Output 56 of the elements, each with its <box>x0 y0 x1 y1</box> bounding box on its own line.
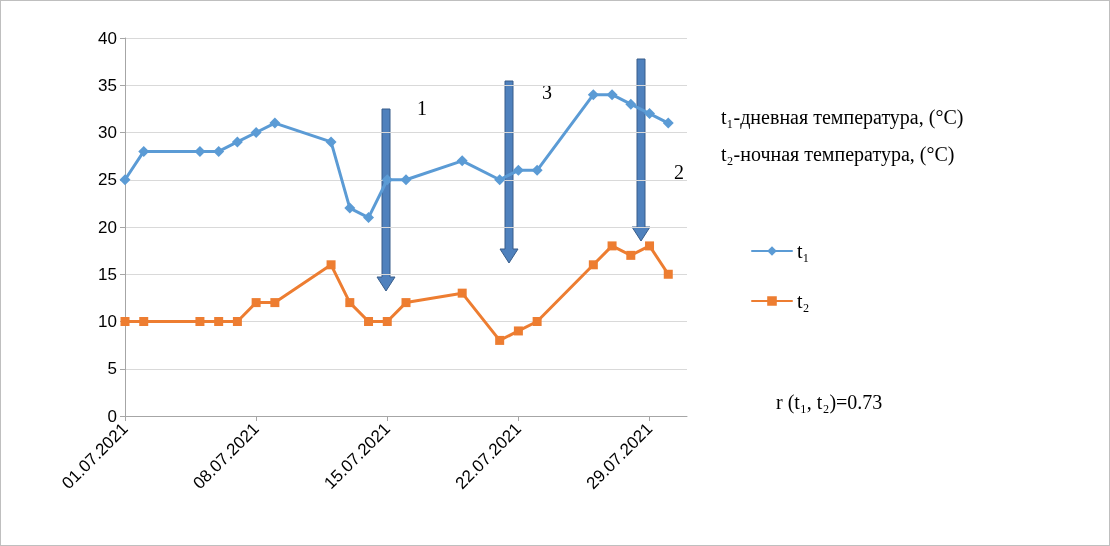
point <box>232 317 242 326</box>
legend-label: t₂ <box>797 290 810 312</box>
point <box>625 98 637 110</box>
point <box>251 298 261 308</box>
y-tick-label: 20 <box>98 217 117 237</box>
y-tick-label: 10 <box>98 312 117 331</box>
point <box>456 155 468 167</box>
y-tick-label: 0 <box>107 406 117 426</box>
point <box>401 298 411 308</box>
point <box>139 317 149 326</box>
point <box>326 260 336 270</box>
legend-label: t₁ <box>797 240 810 262</box>
y-tick-label: 40 <box>98 28 117 48</box>
point <box>120 317 130 326</box>
point <box>270 298 280 308</box>
y-tick-label: 35 <box>98 75 117 95</box>
point <box>250 127 262 138</box>
point <box>645 241 655 251</box>
point <box>513 326 523 336</box>
point <box>531 164 543 176</box>
y-tick-label: 15 <box>98 264 117 284</box>
point <box>231 136 243 148</box>
point <box>662 117 674 129</box>
point <box>607 241 617 251</box>
point <box>381 174 393 186</box>
y-tick-label: 25 <box>98 170 117 190</box>
annotation: 2 <box>674 161 684 184</box>
point <box>400 174 412 186</box>
point <box>364 317 374 326</box>
point <box>195 317 205 326</box>
point <box>663 269 673 279</box>
text: r (t₁, t₂)=0.73 <box>776 391 883 414</box>
point <box>457 288 467 298</box>
point <box>588 260 598 270</box>
point <box>119 174 131 186</box>
text: t₂-ночная температура, (°C) <box>721 143 955 166</box>
point <box>325 136 337 148</box>
point <box>495 335 505 345</box>
y-tick-label: 5 <box>107 359 117 379</box>
point <box>214 317 224 326</box>
point <box>269 117 281 129</box>
point <box>626 250 636 260</box>
point <box>344 202 356 214</box>
annotation: 1 <box>417 97 427 120</box>
text: t₁-дневная температура, (°C) <box>721 106 964 129</box>
y-tick-label: 30 <box>98 123 117 142</box>
point <box>606 89 618 101</box>
point <box>363 212 375 224</box>
point <box>213 145 225 157</box>
point <box>512 164 524 176</box>
point <box>644 108 656 120</box>
point <box>587 89 599 101</box>
point <box>382 317 392 326</box>
point <box>532 317 542 326</box>
point <box>345 298 355 308</box>
point <box>494 174 506 186</box>
